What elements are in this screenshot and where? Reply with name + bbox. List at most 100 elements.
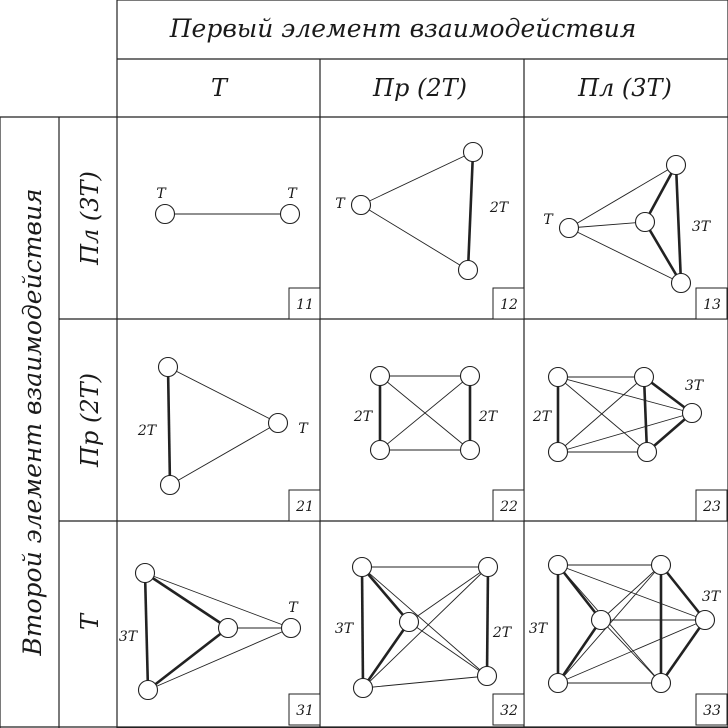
graph-edge-strong xyxy=(485,566,490,677)
graph-edge xyxy=(360,204,469,271)
graph-edge xyxy=(362,675,488,689)
graph-node xyxy=(547,672,569,694)
column-header-2t: Пр (2T) xyxy=(372,74,467,102)
cell-number-box xyxy=(492,287,525,320)
graph-edge xyxy=(169,422,279,486)
graph-node xyxy=(352,677,374,699)
graph-node xyxy=(369,439,391,461)
graph-node xyxy=(650,672,672,694)
graph-cell-12: T 2T 12 xyxy=(335,141,525,320)
graph-cell-32: 3T 2T 32 xyxy=(335,556,525,726)
node-group-label: 3T xyxy=(119,629,139,645)
graph-edge xyxy=(600,564,662,621)
graph-cell-33: 3T 3T 33 xyxy=(529,554,728,726)
graph-node xyxy=(670,272,692,294)
cell-number: 11 xyxy=(296,297,314,313)
cell-number-box xyxy=(695,287,728,320)
graph-edge xyxy=(361,566,488,677)
graph-node xyxy=(462,141,484,163)
cell-number-box xyxy=(492,693,525,726)
side-header: Второй элемент взаимодействия xyxy=(18,188,47,656)
graph-cell-11: T T 11 xyxy=(154,186,321,320)
graph-edges xyxy=(166,366,279,486)
node-group-label: 2T xyxy=(532,409,553,425)
graph-node xyxy=(681,402,703,424)
graph-edge-strong xyxy=(556,619,603,684)
node-group-label: T xyxy=(298,421,309,437)
graph-node xyxy=(634,211,656,233)
node-group-label: 3T xyxy=(529,621,549,637)
graph-edge-strong xyxy=(643,221,683,284)
graph-node xyxy=(558,217,580,239)
graph-node xyxy=(398,611,420,633)
graph-edge xyxy=(568,164,677,229)
graph-edge-strong xyxy=(643,164,678,223)
node-group-label: 2T xyxy=(492,625,513,641)
graph-edge-strong xyxy=(360,566,365,689)
graph-node xyxy=(350,194,372,216)
graph-edges xyxy=(378,375,472,451)
graph-edge-strong xyxy=(144,571,229,630)
graph-node xyxy=(547,554,569,576)
graph-node xyxy=(547,366,569,388)
graph-node xyxy=(369,365,391,387)
graph-node xyxy=(137,679,159,701)
cell-number: 13 xyxy=(703,297,721,313)
graph-cell-22: 2T 2T 22 xyxy=(353,365,525,522)
graph-edge-strong xyxy=(642,376,649,453)
cell-number: 22 xyxy=(499,499,518,515)
cell-number: 12 xyxy=(500,297,518,313)
column-header-t: T xyxy=(211,74,229,102)
node-group-label: T xyxy=(287,186,298,202)
cell-number-box xyxy=(695,489,728,522)
cell-number: 23 xyxy=(702,499,721,515)
graph-edge xyxy=(379,375,471,451)
graph-edges xyxy=(360,566,490,689)
graph-edge xyxy=(600,619,662,684)
graph-edge xyxy=(568,221,646,229)
node-group-label: T xyxy=(288,600,299,616)
graph-edge xyxy=(557,376,693,414)
cell-number-box xyxy=(288,287,321,320)
graph-edge-strong xyxy=(556,564,603,621)
node-group-label: 2T xyxy=(478,409,499,425)
graph-node xyxy=(650,554,672,576)
graph-node xyxy=(547,441,569,463)
graph-edge xyxy=(557,376,645,453)
graph-node xyxy=(154,203,176,225)
graph-node xyxy=(279,203,301,225)
graph-edge xyxy=(360,151,474,206)
cell-number: 31 xyxy=(296,703,314,719)
row-header-t: T xyxy=(76,612,104,630)
row-header-3t: Пл (3T) xyxy=(76,171,104,266)
graph-node xyxy=(633,366,655,388)
graph-node xyxy=(351,556,373,578)
graph-edges xyxy=(556,375,693,453)
graph-node xyxy=(267,412,289,434)
graph-cell-13: T 3T 13 xyxy=(543,154,728,320)
graph-edge xyxy=(557,376,648,453)
node-group-label: 2T xyxy=(489,200,510,216)
graph-node xyxy=(694,609,716,631)
node-group-label: 2T xyxy=(137,423,158,439)
node-group-label: 3T xyxy=(335,621,355,637)
cell-number: 32 xyxy=(500,703,518,719)
graph-edge xyxy=(408,566,489,623)
graph-edges xyxy=(568,164,683,284)
graph-edge-strong xyxy=(659,619,707,684)
graph-edges xyxy=(556,564,707,684)
graph-node xyxy=(459,439,481,461)
graph-edges xyxy=(143,571,292,692)
graph-edges xyxy=(360,151,475,271)
cell-number-box xyxy=(695,693,728,726)
graph-edge-strong xyxy=(659,564,707,621)
row-header-2t: Пр (2T) xyxy=(76,373,104,468)
graph-node xyxy=(636,441,658,463)
graph-node xyxy=(665,154,687,176)
graph-edge xyxy=(147,627,292,691)
graph-node xyxy=(159,474,181,496)
graph-edge xyxy=(362,566,489,689)
